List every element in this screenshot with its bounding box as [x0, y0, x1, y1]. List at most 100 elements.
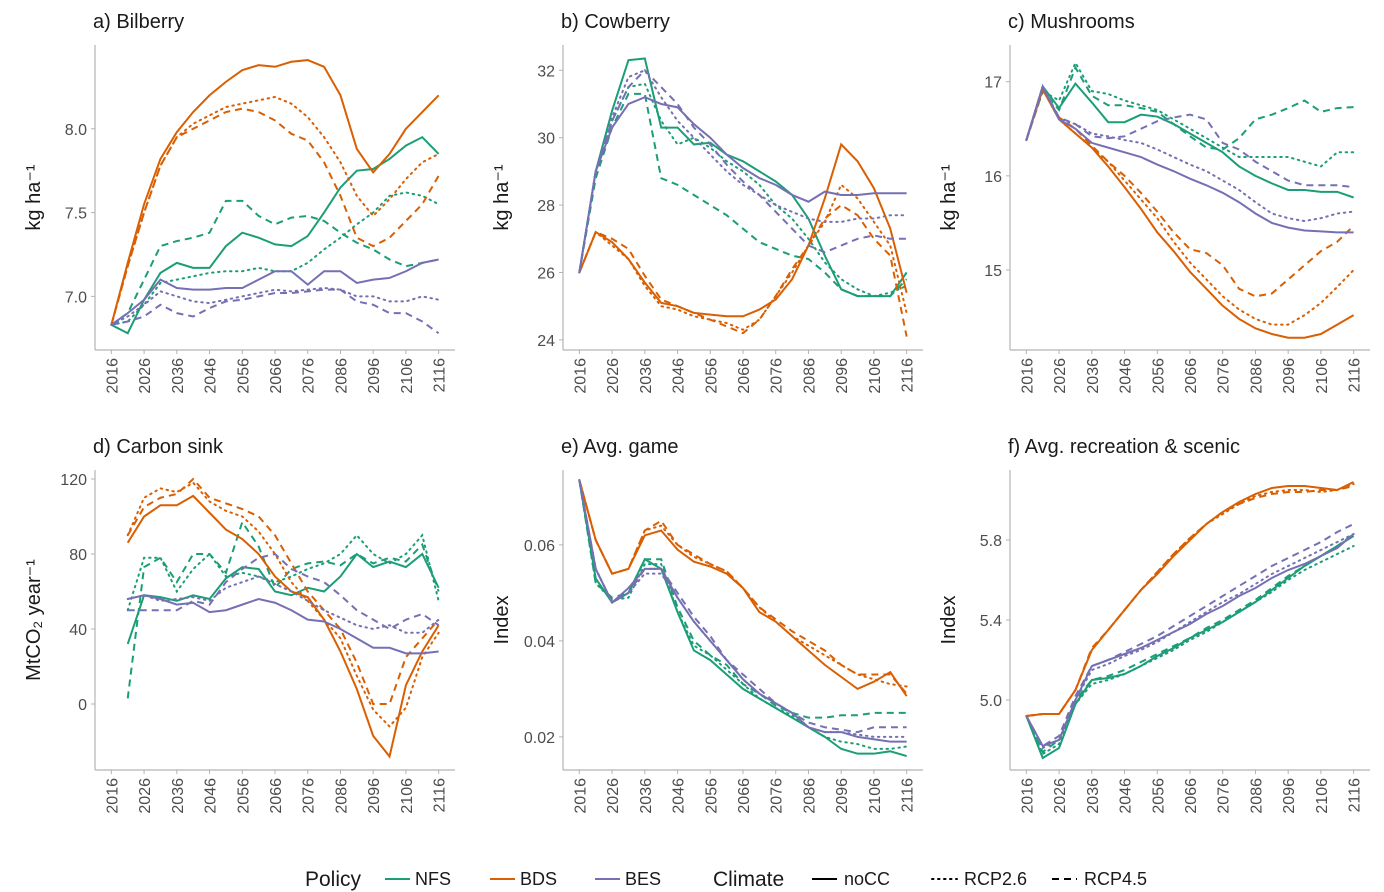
panel-title: d) Carbon sink	[93, 436, 224, 458]
series-line	[578, 479, 907, 719]
series-line	[578, 68, 907, 273]
series-line	[1025, 83, 1355, 223]
x-tick-label: 2096	[366, 358, 383, 394]
panel: a) Bilberry kg ha⁻¹ 7.0 7.5 8.0 2016 2026 2036 2…	[23, 11, 455, 394]
series-line	[110, 107, 440, 326]
series-line	[578, 142, 908, 318]
x-tick-label: 2106	[867, 778, 884, 814]
x-tick-label: 2036	[638, 358, 655, 394]
x-tick-label: 2116	[900, 358, 917, 393]
series-line	[578, 96, 907, 273]
x-tick-label: 2086	[1248, 778, 1265, 814]
series-line	[126, 477, 440, 705]
legend-label: NFS	[415, 869, 451, 889]
x-tick-label: 2016	[572, 358, 589, 394]
x-tick-label: 2086	[333, 778, 350, 814]
y-axis-label: kg ha⁻¹	[491, 164, 513, 230]
x-tick-label: 2026	[137, 358, 154, 394]
x-tick-label: 2086	[801, 778, 818, 814]
y-tick-label: 26	[537, 265, 555, 282]
panel-title: c) Mushrooms	[1008, 11, 1135, 33]
series-line	[110, 199, 439, 326]
y-tick-label: 28	[537, 198, 555, 215]
series-line	[110, 95, 440, 326]
x-tick-label: 2086	[801, 358, 818, 394]
x-tick-label: 2076	[301, 358, 318, 394]
panel: b) Cowberry kg ha⁻¹ 24 26 28 30 32 2016 2026 2036…	[491, 11, 923, 394]
y-tick-label: 5.0	[980, 693, 1002, 710]
y-tick-label: 17	[984, 75, 1002, 92]
x-tick-label: 2036	[1085, 358, 1102, 394]
x-tick-label: 2116	[1347, 358, 1364, 393]
x-tick-label: 2106	[399, 358, 416, 394]
y-tick-label: 15	[984, 263, 1002, 280]
series-line	[110, 258, 439, 326]
y-tick-label: 0	[78, 697, 87, 714]
panel-title: f) Avg. recreation & scenic	[1008, 436, 1240, 458]
x-tick-label: 2026	[137, 778, 154, 814]
series-line	[126, 533, 440, 612]
series-line	[578, 479, 908, 738]
panel: c) Mushrooms kg ha⁻¹ 15 16 17 2016 2026 2036 204…	[938, 11, 1370, 394]
x-tick-label: 2076	[769, 358, 786, 394]
y-axis-label: Index	[491, 596, 513, 645]
x-tick-label: 2096	[834, 358, 851, 394]
x-tick-label: 2036	[170, 358, 187, 394]
y-tick-label: 7.5	[65, 206, 87, 223]
x-tick-label: 2056	[1150, 778, 1167, 814]
x-tick-label: 2076	[769, 778, 786, 814]
x-tick-label: 2106	[1314, 358, 1331, 394]
x-tick-label: 2016	[104, 778, 121, 814]
x-tick-label: 2066	[1183, 358, 1200, 394]
x-tick-label: 2116	[900, 778, 917, 813]
x-tick-label: 2066	[268, 778, 285, 814]
x-tick-label: 2036	[170, 778, 187, 814]
series-line	[578, 57, 908, 298]
x-tick-label: 2076	[1216, 778, 1233, 814]
series-line	[578, 92, 908, 298]
series-line	[578, 479, 908, 695]
series-line	[578, 183, 908, 331]
series-line	[1026, 485, 1354, 717]
x-tick-label: 2046	[203, 358, 220, 394]
panel: e) Avg. game Index 0.02 0.04 0.06 2016 2026 203…	[491, 436, 923, 814]
series-line	[126, 494, 440, 759]
panel-title: b) Cowberry	[561, 11, 670, 33]
series-line	[127, 594, 439, 655]
legend-label: BDS	[520, 869, 557, 889]
legend-label: RCP4.5	[1084, 869, 1147, 889]
series-line	[126, 575, 440, 634]
series-line	[1025, 545, 1355, 756]
y-tick-label: 0.06	[524, 538, 555, 555]
x-tick-label: 2056	[703, 358, 720, 394]
panel: d) Carbon sink MtCO₂ year⁻¹ 0 40 80 120 2016 20…	[23, 436, 455, 814]
x-tick-label: 2046	[671, 778, 688, 814]
series-line	[1025, 523, 1355, 748]
y-tick-label: 8.0	[65, 122, 87, 139]
x-tick-label: 2036	[638, 778, 655, 814]
x-tick-label: 2046	[671, 358, 688, 394]
x-tick-label: 2056	[235, 358, 252, 394]
x-tick-label: 2046	[1118, 358, 1135, 394]
y-tick-label: 120	[60, 472, 87, 489]
series-line	[1025, 83, 1354, 189]
series-line	[578, 479, 907, 734]
y-tick-label: 0.04	[524, 634, 555, 651]
x-tick-label: 2076	[301, 778, 318, 814]
x-tick-label: 2036	[1085, 778, 1102, 814]
legend-title: Climate	[713, 868, 784, 891]
x-tick-label: 2056	[703, 778, 720, 814]
y-tick-label: 16	[984, 169, 1002, 186]
x-tick-label: 2116	[432, 778, 449, 813]
series-line	[111, 288, 440, 335]
x-tick-label: 2016	[104, 358, 121, 394]
x-tick-label: 2096	[1281, 778, 1298, 814]
x-tick-label: 2056	[1150, 358, 1167, 394]
panel: f) Avg. recreation & scenic Index 5.0 5.4 5.…	[938, 436, 1370, 814]
x-tick-label: 2066	[1183, 778, 1200, 814]
x-tick-label: 2056	[235, 778, 252, 814]
y-axis-label: kg ha⁻¹	[23, 164, 45, 230]
series-line	[1025, 83, 1354, 234]
x-tick-label: 2096	[366, 778, 383, 814]
